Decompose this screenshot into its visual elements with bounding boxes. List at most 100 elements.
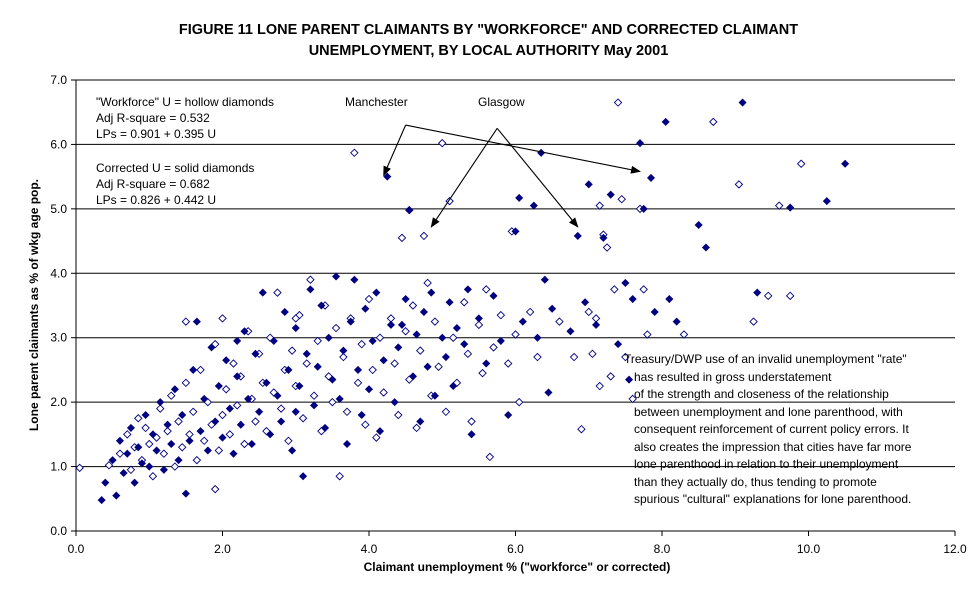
solid-diamond-point: [310, 401, 319, 410]
hollow-diamond-point: [375, 333, 385, 342]
solid-diamond-point: [258, 288, 267, 297]
solid-diamond-point: [112, 491, 121, 500]
annotation-line: Adj R-square = 0.682: [96, 177, 210, 191]
solid-diamond-point: [368, 336, 377, 345]
hollow-diamond-point: [643, 330, 652, 339]
hollow-diamond-point: [177, 443, 187, 452]
solid-diamond-point: [317, 301, 326, 310]
solid-diamond-point: [207, 343, 216, 352]
solid-diamond-point: [181, 489, 190, 498]
solid-diamond-point: [291, 324, 300, 333]
hollow-diamond-point: [401, 327, 410, 336]
hollow-diamond-point: [192, 455, 202, 465]
solid-diamond-point: [701, 243, 710, 252]
solid-diamond-point: [214, 382, 223, 391]
solid-diamond-point: [841, 159, 850, 168]
solid-diamond-point: [134, 443, 143, 452]
hollow-diamond-point: [489, 343, 498, 352]
solid-diamond-point: [357, 411, 366, 420]
solid-diamond-point: [119, 468, 128, 478]
hollow-diamond-point: [474, 320, 484, 330]
solid-diamond-point: [152, 446, 161, 455]
solid-diamond-point: [650, 307, 659, 316]
hollow-diamond-point: [181, 317, 191, 326]
note-line: of the strength and closeness of the rel…: [634, 387, 889, 401]
hollow-diamond-point: [774, 201, 784, 210]
hollow-diamond-point: [218, 410, 227, 420]
solid-diamond-point: [269, 336, 278, 345]
x-axis-title: Claimant unemployment % ("workforce" or …: [364, 560, 671, 574]
solid-diamond-point: [251, 349, 260, 358]
note-line: Treasury/DWP use of an invalid unemploym…: [624, 352, 907, 366]
hollow-diamond-point: [104, 461, 114, 470]
hollow-diamond-point: [159, 449, 169, 458]
note-line: has resulted in gross understatement: [634, 369, 832, 384]
note-line: than they actually do, thus tending to p…: [634, 474, 877, 489]
note-line: lone parenthood in relation to their une…: [634, 457, 899, 471]
solid-diamond-point: [137, 459, 146, 468]
hollow-diamond-point: [218, 314, 227, 323]
solid-diamond-point: [350, 275, 359, 284]
solid-diamond-point: [463, 285, 472, 294]
solid-diamond-point: [200, 394, 209, 403]
solid-diamond-point: [540, 275, 549, 284]
hollow-diamond-point: [115, 449, 125, 458]
solid-diamond-point: [211, 417, 220, 426]
solid-diamond-point: [233, 372, 242, 381]
hollow-diamond-point: [166, 391, 176, 400]
solid-diamond-point: [196, 427, 205, 436]
solid-diamond-point: [379, 356, 388, 365]
solid-diamond-point: [412, 330, 421, 339]
solid-diamond-point: [467, 430, 476, 439]
annotation-arrow: [496, 127, 579, 228]
solid-series-annotation: Corrected U = solid diamonds Adj R-squar…: [96, 160, 254, 208]
solid-diamond-point: [449, 382, 458, 391]
annotation-line: Adj R-square = 0.532: [96, 111, 210, 125]
solid-diamond-point: [474, 314, 483, 323]
hollow-diamond-point: [339, 352, 348, 362]
hollow-diamond-point: [503, 359, 513, 368]
solid-diamond-point: [408, 372, 417, 381]
hollow-diamond-point: [134, 414, 143, 423]
hollow-diamond-point: [331, 323, 341, 333]
solid-diamond-point: [430, 391, 439, 400]
hollow-diamond-point: [342, 407, 352, 417]
hollow-diamond-point: [796, 159, 806, 168]
annotation-arrow: [383, 124, 407, 177]
solid-diamond-point: [156, 398, 165, 407]
solid-diamond-point: [130, 478, 139, 487]
solid-diamond-point: [405, 206, 414, 215]
annotation-arrow: [405, 124, 642, 174]
hollow-diamond-point: [361, 420, 370, 429]
solid-diamond-point: [383, 172, 392, 181]
solid-diamond-point: [533, 333, 542, 342]
hollow-diamond-point: [595, 201, 604, 210]
y-axis-title: Lone parent claimants as % of wkg age po…: [27, 179, 41, 431]
y-tick-label: 4.0: [50, 266, 67, 280]
hollow-diamond-point: [679, 330, 689, 339]
solid-diamond-point: [222, 356, 231, 365]
solid-diamond-point: [332, 272, 341, 281]
hollow-diamond-point: [749, 317, 758, 326]
hollow-diamond-point: [251, 417, 260, 426]
hollow-diamond-point: [525, 307, 535, 317]
solid-diamond-point: [504, 411, 513, 420]
solid-diamond-point: [606, 190, 615, 199]
hollow-diamond-point: [434, 362, 443, 371]
solid-diamond-point: [460, 340, 469, 349]
solid-diamond-point: [636, 139, 645, 148]
tick-labels: 0.0 1.0 2.0 3.0 4.0 5.0 6.0 7.0 0.0 2.0 4.0 6.0 8.0 1…: [50, 73, 967, 556]
x-tick-label: 4.0: [361, 542, 378, 556]
solid-diamond-point: [174, 456, 183, 465]
hollow-diamond-point: [123, 430, 132, 439]
hollow-diamond-point: [621, 352, 630, 362]
hollow-diamond-point: [555, 317, 564, 326]
hollow-diamond-point: [569, 352, 579, 362]
solid-diamond-point: [386, 320, 395, 329]
solid-diamond-point: [661, 117, 670, 126]
solid-diamond-point: [159, 465, 168, 474]
solid-diamond-point: [218, 433, 227, 442]
solid-diamond-point: [321, 423, 330, 432]
solid-diamond-point: [203, 446, 212, 455]
